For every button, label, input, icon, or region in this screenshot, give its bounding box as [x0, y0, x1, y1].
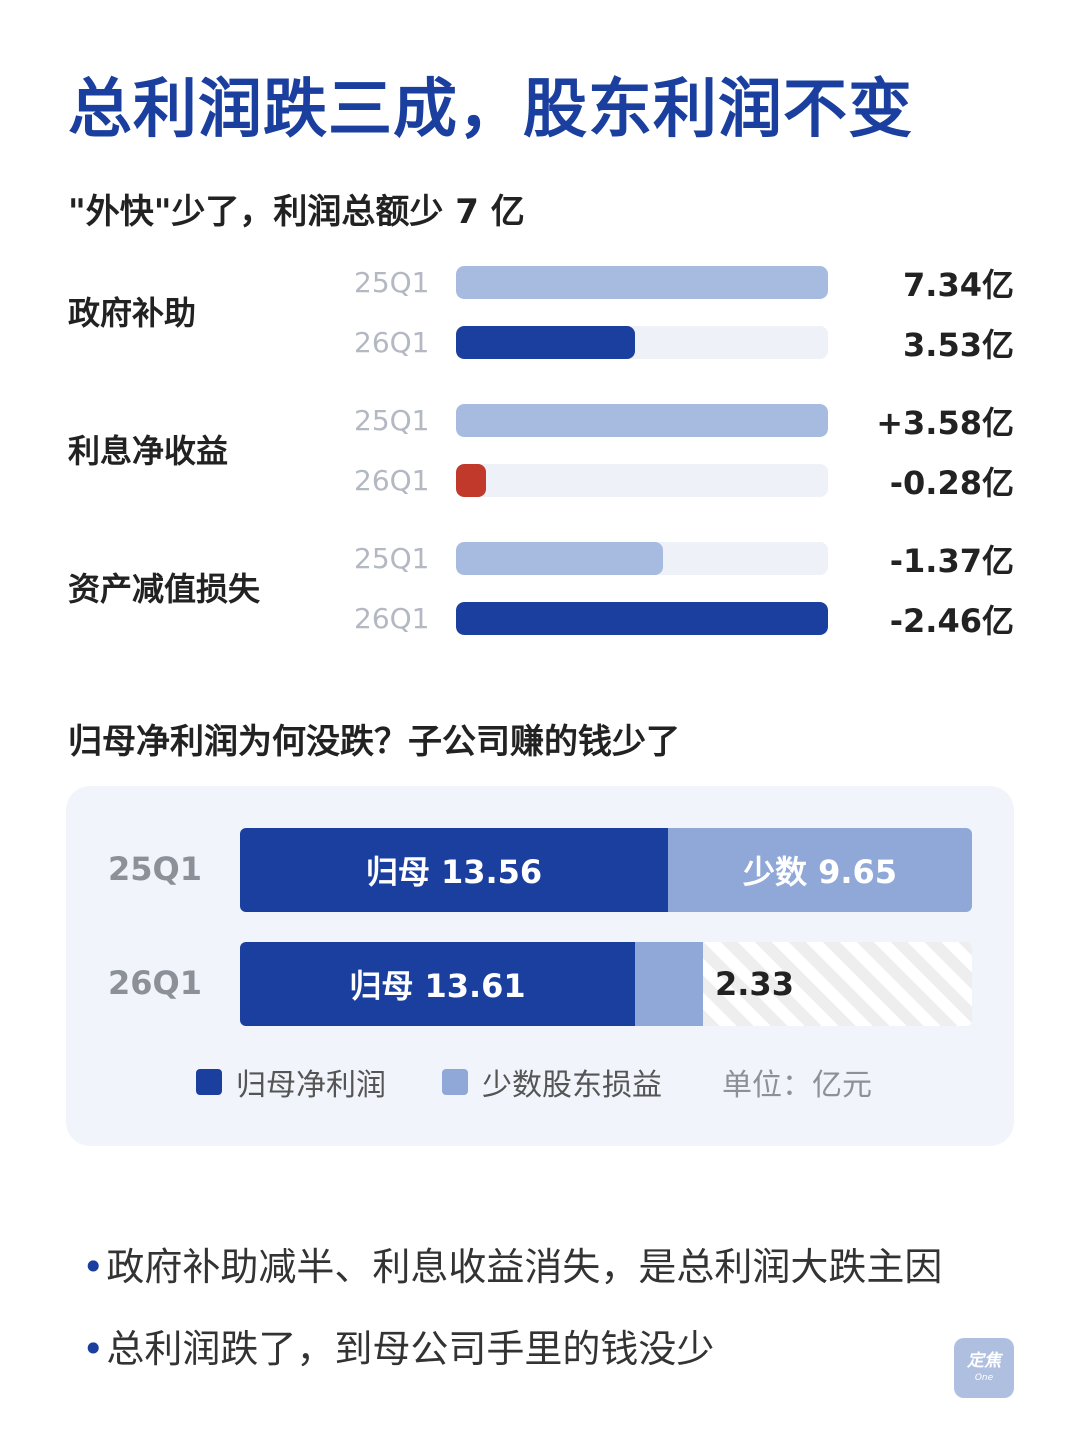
period-label: 26Q1 — [354, 464, 430, 497]
unit-note: 单位：亿元 — [722, 1068, 872, 1103]
category-label: 26Q1 — [108, 964, 202, 1002]
data-label: +3.58亿 — [876, 404, 1014, 442]
bar-track — [456, 266, 828, 299]
bar-track — [456, 542, 828, 575]
period-label: 25Q1 — [354, 266, 430, 299]
section2-title: 归母净利润为何没跌？子公司赚的钱少了 — [68, 722, 680, 762]
legend-unit: 单位：亿元 — [722, 1060, 872, 1104]
data-label: -0.28亿 — [889, 464, 1014, 502]
data-label: -2.46亿 — [889, 602, 1014, 640]
data-label: 7.34亿 — [903, 266, 1014, 304]
stacked-bar: 归母 13.56 少数 9.65 — [240, 828, 972, 912]
bar-minority: 少数 9.65 — [668, 828, 972, 912]
bar-track — [456, 404, 828, 437]
legend-minority-swatch — [442, 1069, 468, 1095]
legend-parent: 归母净利润 — [196, 1060, 386, 1104]
period-label: 25Q1 — [354, 542, 430, 575]
period-label: 25Q1 — [354, 404, 430, 437]
group-label: 资产减值损失 — [68, 570, 261, 608]
period-label: 26Q1 — [354, 326, 430, 359]
legend-parent-swatch — [196, 1069, 222, 1095]
bullet-item-1: •政府补助减半、利息收益消失，是总利润大跌主因 — [82, 1236, 942, 1291]
legend-minority: 少数股东损益 — [442, 1060, 662, 1104]
bar-minority — [635, 942, 703, 1026]
group-label: 政府补助 — [68, 294, 197, 332]
bullet-item-2: •总利润跌了，到母公司手里的钱没少 — [82, 1318, 714, 1373]
bar — [456, 602, 828, 635]
legend-parent-label: 归母净利润 — [236, 1068, 386, 1103]
bar — [456, 404, 828, 437]
period-label: 26Q1 — [354, 602, 430, 635]
bar — [456, 464, 486, 497]
bullet-text-1: 政府补助减半、利息收益消失，是总利润大跌主因 — [106, 1245, 943, 1289]
group-label: 利息净收益 — [68, 432, 229, 470]
category-label: 25Q1 — [108, 850, 202, 888]
section1-title: "外快"少了，利润总额少 7 亿 — [68, 192, 525, 232]
brand-logo: 定焦 One — [954, 1338, 1014, 1398]
bullet-text-2: 总利润跌了，到母公司手里的钱没少 — [106, 1327, 715, 1371]
stacked-bar: 归母 13.61 2.33 — [240, 942, 972, 1026]
bar — [456, 266, 828, 299]
bar — [456, 326, 635, 359]
data-label: 2.33 — [715, 965, 794, 1003]
data-label: -1.37亿 — [889, 542, 1014, 580]
bar-track — [456, 326, 828, 359]
logo-text: 定焦 — [967, 1351, 1001, 1371]
page-title: 总利润跌三成，股东利润不变 — [68, 73, 913, 147]
bar — [456, 542, 663, 575]
bar-parent: 归母 13.56 — [240, 828, 668, 912]
logo-subtext: One — [974, 1373, 994, 1383]
bullet-dot: • — [82, 1327, 105, 1371]
bar-track — [456, 602, 828, 635]
bullet-dot: • — [82, 1245, 105, 1289]
bar-decrease-hatch — [703, 942, 972, 1026]
legend-minority-label: 少数股东损益 — [482, 1068, 662, 1103]
data-label: 3.53亿 — [903, 326, 1014, 364]
bar-track — [456, 464, 828, 497]
bar-parent: 归母 13.61 — [240, 942, 635, 1026]
